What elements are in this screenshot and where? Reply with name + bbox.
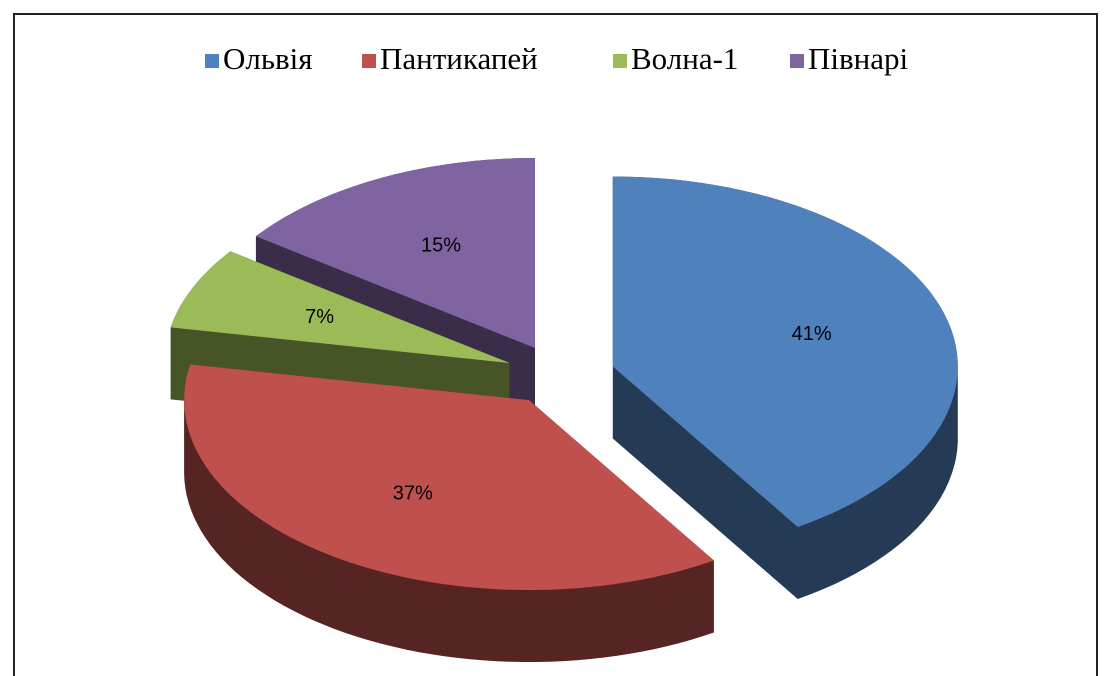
legend-label: Пантикапей [380,41,538,76]
slice [612,176,958,527]
value-label: 15% [421,235,461,257]
legend-swatch [790,54,804,68]
legend-label: Ольвія [223,41,313,76]
value-label: 37% [393,483,433,505]
slice [255,158,535,348]
slice [170,251,510,363]
slice [184,364,714,590]
legend-swatch [613,54,627,68]
legend-swatch [205,54,219,68]
value-label: 7% [305,306,334,328]
legend-label: Півнарі [808,41,908,76]
legend-swatch [362,54,376,68]
chart-frame [13,13,1098,676]
legend-label: Волна-1 [631,41,738,76]
value-label: 41% [792,323,832,345]
